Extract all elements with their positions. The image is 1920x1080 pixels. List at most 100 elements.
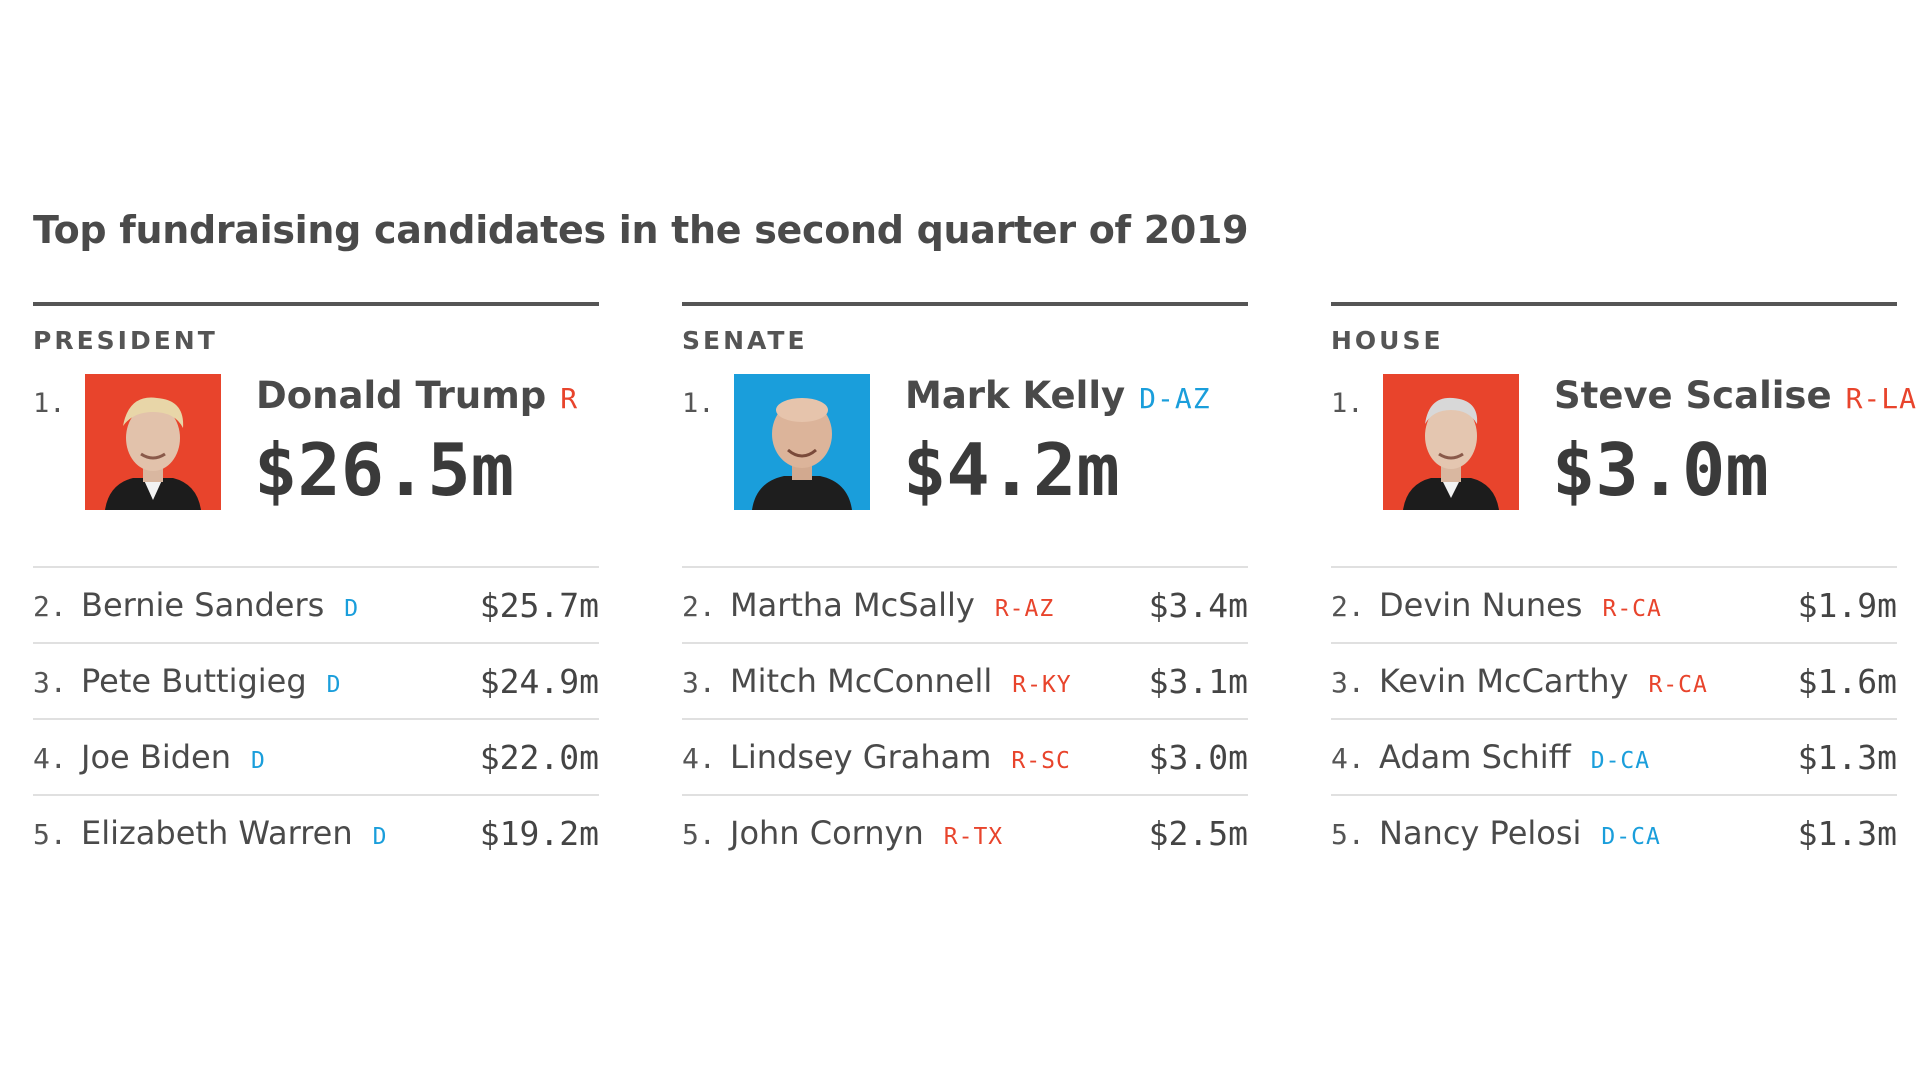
candidate-name-line: Mitch McConnell R-KY — [730, 662, 1072, 700]
house-column: HOUSE 1. Steve Scalise R-LA $3.0m 2. Devi… — [1331, 302, 1916, 870]
leader-name-line: Mark Kelly D-AZ — [905, 374, 1211, 421]
rank-number: 5. — [33, 818, 67, 851]
leader-card: 1. Steve Scalise R-LA $3.0m — [1331, 374, 1916, 566]
amount-value: $25.7m — [479, 586, 599, 625]
amount-value: $19.2m — [479, 814, 599, 853]
candidate-name-line: Adam Schiff D-CA — [1379, 738, 1650, 776]
column-divider — [682, 302, 1248, 306]
amount-value: $3.0m — [1148, 738, 1248, 777]
rank-number: 5. — [682, 818, 716, 851]
candidate-name: Devin Nunes — [1379, 586, 1583, 624]
candidate-name: Martha McSally — [730, 586, 975, 624]
rank-number: 2. — [682, 590, 716, 623]
party-label: R-SC — [1011, 748, 1071, 774]
rank-number: 3. — [33, 666, 67, 699]
rank-number: 3. — [682, 666, 716, 699]
column-divider — [1331, 302, 1897, 306]
amount-value: $3.1m — [1148, 662, 1248, 701]
candidate-name: Mark Kelly — [905, 374, 1126, 417]
leader-name-line: Donald Trump R — [256, 374, 578, 421]
candidate-name-line: Lindsey Graham R-SC — [730, 738, 1071, 776]
list-item: 3. Pete Buttigieg D $24.9m — [33, 642, 599, 718]
candidate-name-line: John Cornyn R-TX — [730, 814, 1003, 852]
party-label: R-AZ — [994, 596, 1055, 622]
leader-name-line: Steve Scalise R-LA — [1554, 374, 1917, 421]
party-label: D-AZ — [1139, 382, 1211, 415]
list-item: 4. Joe Biden D $22.0m — [33, 718, 599, 794]
candidate-name: Adam Schiff — [1379, 738, 1571, 776]
candidate-name-line: Bernie Sanders D — [81, 586, 359, 624]
leader-amount: $26.5m — [254, 428, 515, 512]
party-label: R — [560, 382, 579, 415]
leader-amount: $3.0m — [1552, 428, 1769, 512]
rank-number: 4. — [1331, 742, 1365, 775]
candidate-photo — [734, 374, 870, 510]
party-label: D — [251, 748, 266, 774]
amount-value: $22.0m — [479, 738, 599, 777]
amount-value: $1.9m — [1797, 586, 1897, 625]
candidate-name: John Cornyn — [730, 814, 924, 852]
party-label: R-CA — [1602, 596, 1662, 622]
candidate-name-line: Elizabeth Warren D — [81, 814, 387, 852]
candidate-name: Donald Trump — [256, 374, 547, 417]
rank-number: 4. — [682, 742, 716, 775]
list-item: 5. Elizabeth Warren D $19.2m — [33, 794, 599, 870]
candidate-name-line: Devin Nunes R-CA — [1379, 586, 1662, 624]
candidate-name-line: Nancy Pelosi D-CA — [1379, 814, 1661, 852]
candidate-name: Nancy Pelosi — [1379, 814, 1582, 852]
candidate-name: Joe Biden — [81, 738, 231, 776]
candidate-photo — [1383, 374, 1519, 510]
amount-value: $1.3m — [1797, 738, 1897, 777]
list-item: 4. Adam Schiff D-CA $1.3m — [1331, 718, 1897, 794]
page-title: Top fundraising candidates in the second… — [33, 208, 1249, 252]
list-item: 4. Lindsey Graham R-SC $3.0m — [682, 718, 1248, 794]
column-divider — [33, 302, 599, 306]
leader-rank: 1. — [682, 388, 715, 419]
candidate-name-line: Kevin McCarthy R-CA — [1379, 662, 1708, 700]
party-label: D — [372, 824, 388, 850]
leader-amount: $4.2m — [903, 428, 1120, 512]
party-label: R-CA — [1648, 672, 1708, 698]
list-item: 2. Martha McSally R-AZ $3.4m — [682, 566, 1248, 642]
rank-number: 5. — [1331, 818, 1365, 851]
amount-value: $1.6m — [1797, 662, 1897, 701]
list-item: 3. Kevin McCarthy R-CA $1.6m — [1331, 642, 1897, 718]
party-label: D — [326, 672, 342, 698]
leader-rank: 1. — [1331, 388, 1364, 419]
leader-rank: 1. — [33, 388, 66, 419]
party-label: D-CA — [1601, 824, 1661, 850]
candidate-name: Pete Buttigieg — [81, 662, 307, 700]
candidate-name: Mitch McConnell — [730, 662, 993, 700]
list-item: 2. Devin Nunes R-CA $1.9m — [1331, 566, 1897, 642]
candidate-name: Bernie Sanders — [81, 586, 325, 624]
rank-number: 2. — [33, 590, 67, 623]
party-label: D — [344, 596, 360, 622]
senate-column: SENATE 1. Mark Kelly D-AZ $4.2m 2. Martha… — [682, 302, 1248, 870]
party-label: R-TX — [943, 824, 1004, 850]
leader-card: 1. Mark Kelly D-AZ $4.2m — [682, 374, 1248, 566]
party-label: D-CA — [1590, 748, 1651, 774]
candidate-photo — [85, 374, 221, 510]
party-label: R-KY — [1012, 672, 1072, 698]
rank-number: 4. — [33, 742, 67, 775]
candidate-name: Elizabeth Warren — [81, 814, 353, 852]
amount-value: $24.9m — [479, 662, 599, 701]
candidate-name: Kevin McCarthy — [1379, 662, 1629, 700]
section-label: PRESIDENT — [33, 326, 218, 355]
amount-value: $2.5m — [1148, 814, 1248, 853]
candidate-name-line: Pete Buttigieg D — [81, 662, 342, 700]
list-item: 2. Bernie Sanders D $25.7m — [33, 566, 599, 642]
rank-number: 2. — [1331, 590, 1365, 623]
president-column: PRESIDENT 1. Donald Trump R $26.5m 2. Ber… — [33, 302, 599, 870]
candidate-name: Steve Scalise — [1554, 374, 1832, 417]
section-label: SENATE — [682, 326, 808, 355]
candidate-name-line: Martha McSally R-AZ — [730, 586, 1054, 624]
candidate-name: Lindsey Graham — [730, 738, 992, 776]
list-item: 5. Nancy Pelosi D-CA $1.3m — [1331, 794, 1897, 870]
candidate-name-line: Joe Biden D — [81, 738, 266, 776]
party-label: R-LA — [1845, 382, 1917, 415]
amount-value: $1.3m — [1797, 814, 1897, 853]
amount-value: $3.4m — [1148, 586, 1248, 625]
section-label: HOUSE — [1331, 326, 1444, 355]
list-item: 3. Mitch McConnell R-KY $3.1m — [682, 642, 1248, 718]
